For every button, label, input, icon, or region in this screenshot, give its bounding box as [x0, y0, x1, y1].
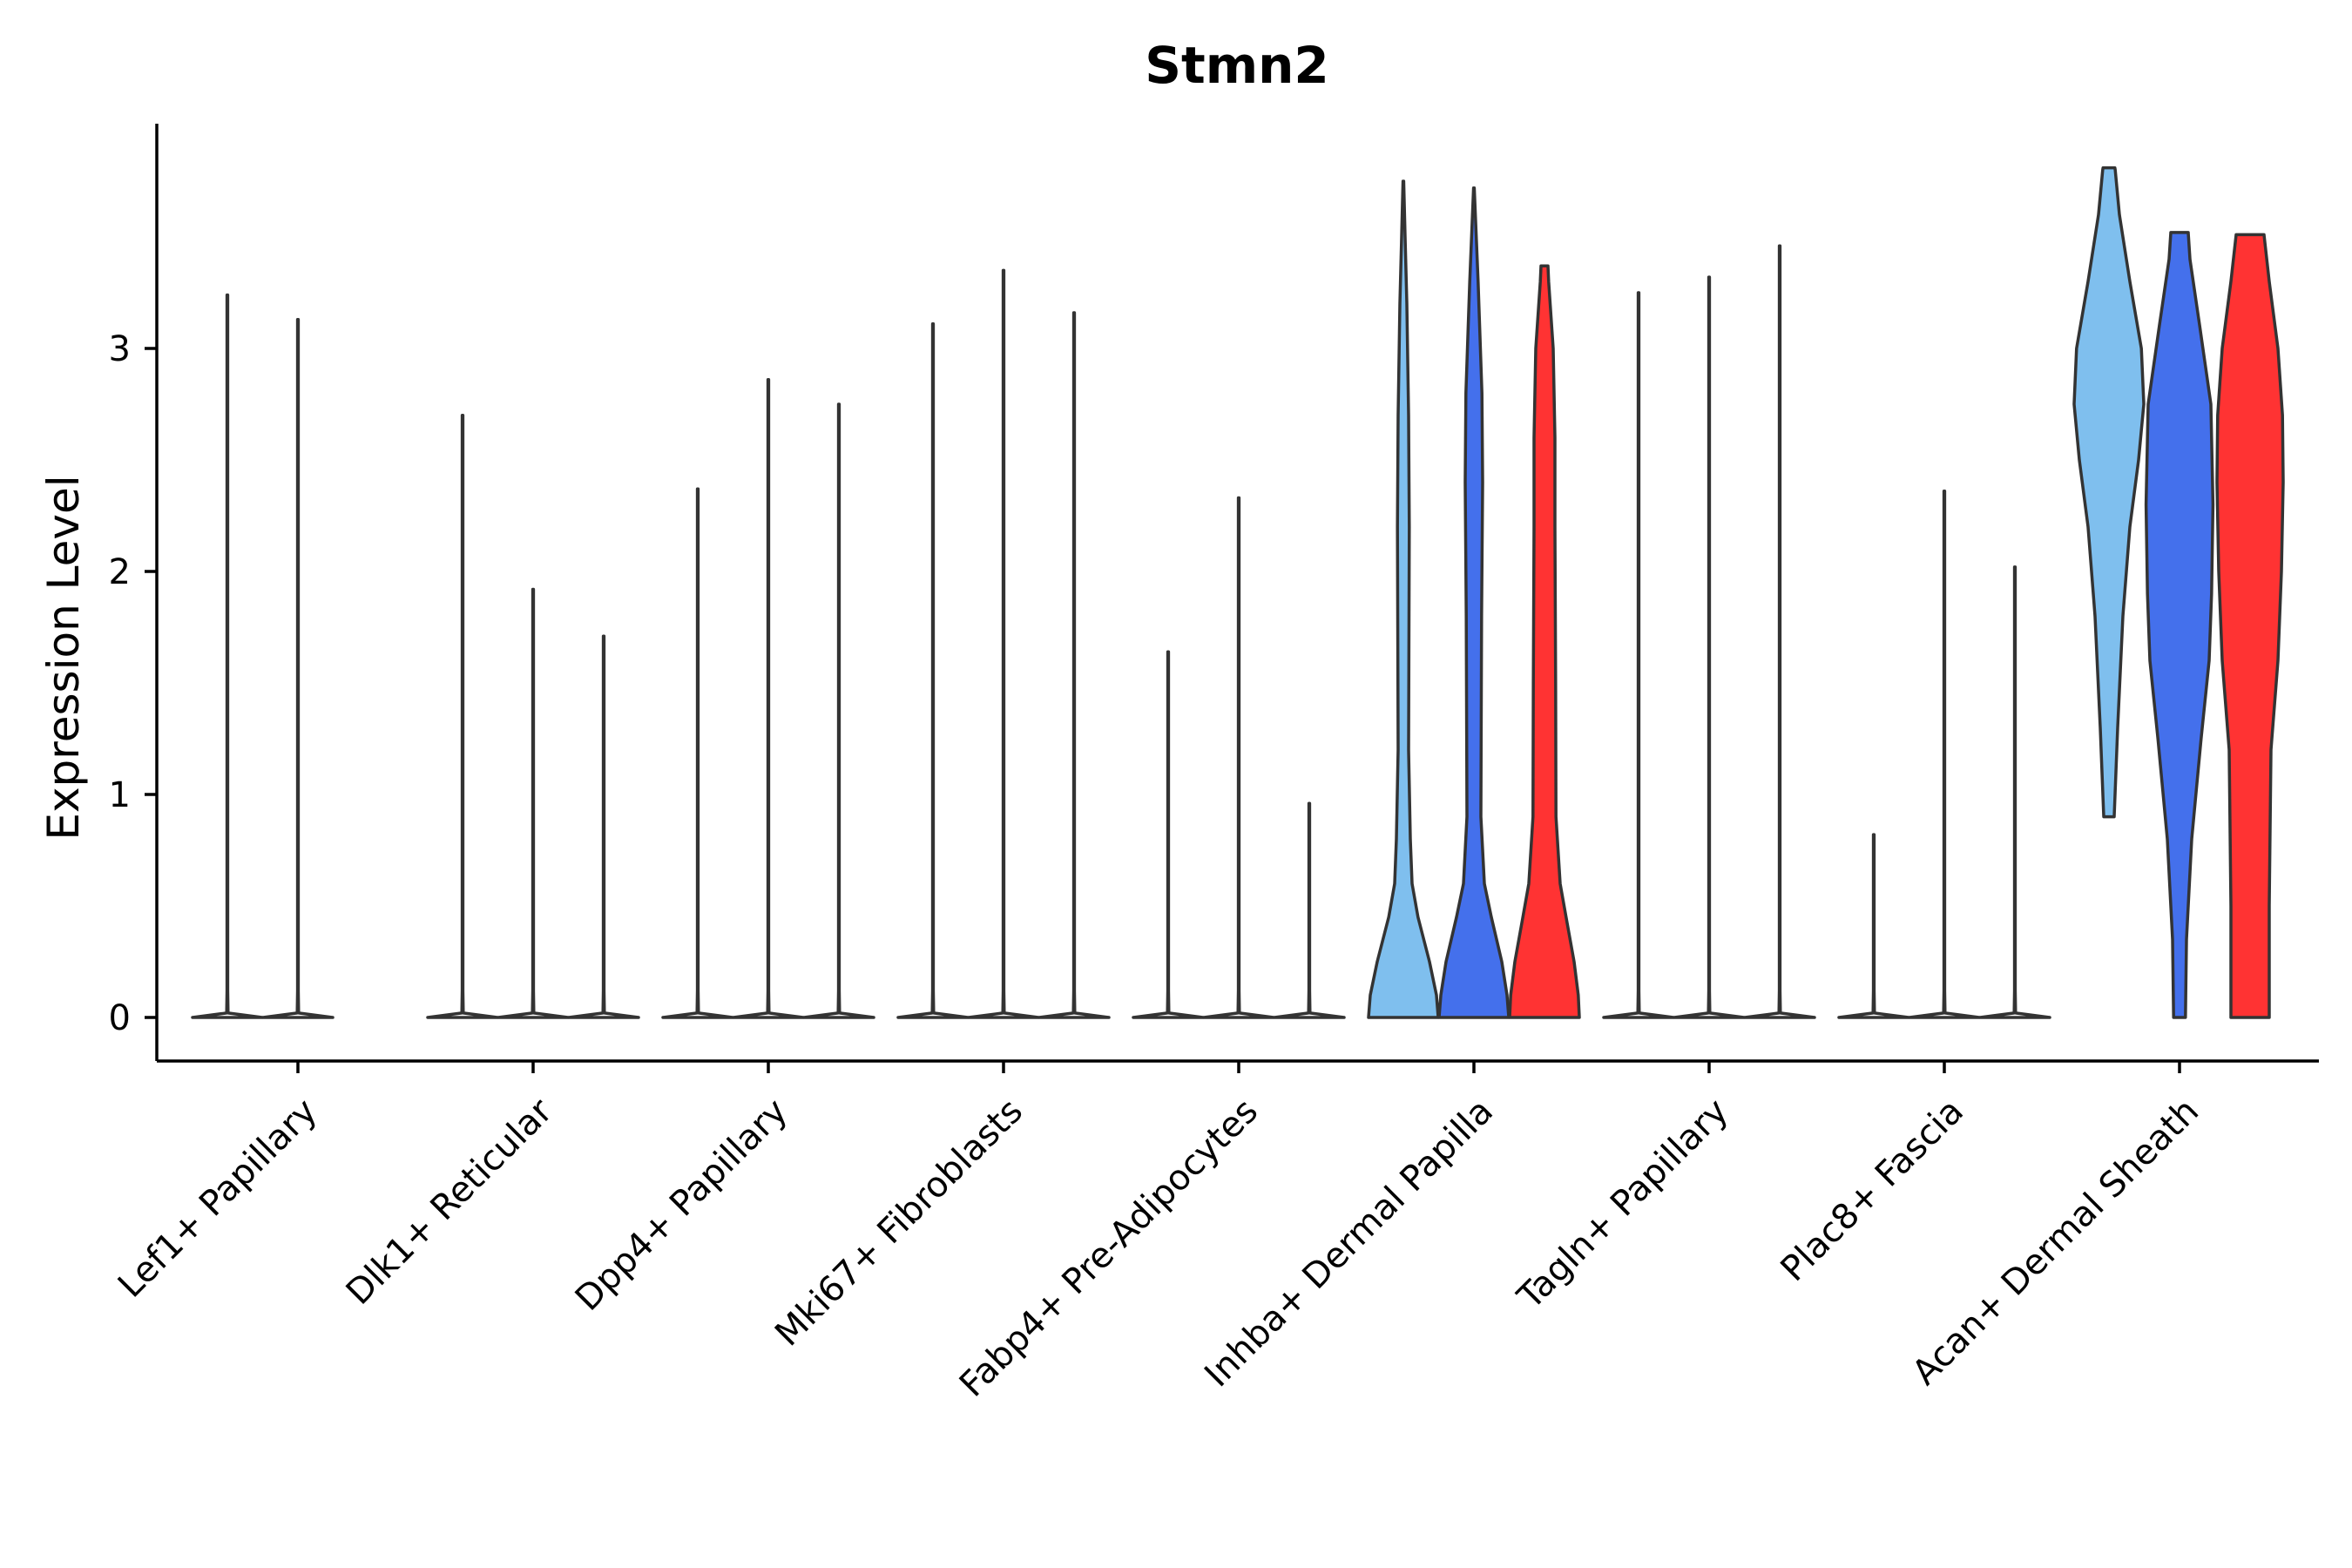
y-ticks-group: 0 1 2 3: [109, 329, 157, 1038]
violin-1-1: [497, 587, 570, 1019]
violin-8-2: [2215, 233, 2285, 1019]
y-tick-label: 1: [109, 775, 131, 815]
violin-5-2: [1508, 264, 1581, 1019]
x-tick-label: Dpp4+ Papillary: [568, 1092, 795, 1319]
violin-5-1: [1437, 186, 1511, 1019]
violin-6-0: [1602, 291, 1675, 1019]
chart-title: Stmn2: [1145, 36, 1329, 95]
x-ticks-group: Lef1+ Papillary Dlk1+ Reticular Dpp4+ Papi…: [111, 1061, 2207, 1405]
violins-group: [191, 166, 2285, 1019]
violin-0-0: [191, 293, 264, 1019]
y-tick-label: 2: [109, 552, 131, 592]
y-tick-label: 0: [109, 998, 131, 1038]
violin-6-2: [1743, 244, 1816, 1019]
violin-2-0: [661, 487, 734, 1019]
violin-6-1: [1673, 275, 1746, 1019]
x-tick-label: Dlk1+ Reticular: [339, 1091, 561, 1313]
y-tick-label: 3: [109, 329, 131, 369]
violin-7-0: [1837, 833, 1910, 1019]
violin-8-0: [2072, 166, 2146, 819]
violin-1-2: [567, 634, 640, 1019]
x-tick-label: Plac8+ Fascia: [1774, 1092, 1972, 1290]
x-tick-label: Mki67+ Fibroblasts: [767, 1092, 1031, 1355]
violin-7-2: [1978, 565, 2051, 1019]
violin-8-1: [2144, 231, 2215, 1019]
violin-2-2: [802, 402, 875, 1019]
y-axis-label: Expression Level: [38, 475, 89, 840]
violin-7-1: [1908, 490, 1981, 1019]
violin-2-1: [732, 378, 805, 1019]
x-tick-label: Lef1+ Papillary: [111, 1092, 325, 1306]
violin-5-0: [1367, 179, 1440, 1019]
violin-3-1: [967, 268, 1040, 1019]
violin-3-2: [1037, 311, 1111, 1019]
violin-1-0: [426, 414, 499, 1019]
violin-4-2: [1273, 801, 1346, 1019]
violin-0-1: [261, 317, 335, 1019]
violin-3-0: [896, 322, 970, 1019]
violin-4-0: [1132, 650, 1205, 1019]
violin-4-1: [1202, 496, 1275, 1019]
x-tick-label: Tagln+ Papillary: [1510, 1092, 1736, 1318]
